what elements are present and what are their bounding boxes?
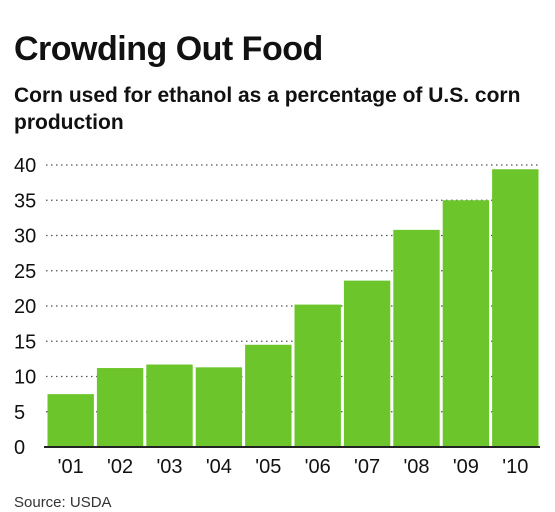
chart-subtitle: Corn used for ethanol as a percentage of… <box>14 84 521 134</box>
chart-title: Crowding Out Food <box>14 30 323 68</box>
bar <box>47 394 94 447</box>
x-tick-label: '02 <box>107 456 133 478</box>
bars <box>47 169 539 448</box>
bar <box>492 169 539 448</box>
y-tick-label: 20 <box>14 296 36 318</box>
y-tick-label: 40 <box>14 155 36 177</box>
y-tick-label: 15 <box>14 331 36 353</box>
y-tick-label: 10 <box>14 367 36 389</box>
x-tick-label: '06 <box>305 456 331 478</box>
x-tick-label: '03 <box>156 456 182 478</box>
x-tick-label: '10 <box>502 456 528 478</box>
bar <box>146 364 193 447</box>
y-tick-label: 30 <box>14 226 36 248</box>
y-tick-labels: 0 5 10 15 20 25 30 35 40 <box>14 155 36 459</box>
x-tick-label: '05 <box>255 456 281 478</box>
x-tick-label: '09 <box>453 456 479 478</box>
y-tick-label: 0 <box>14 437 25 459</box>
x-tick-label: '08 <box>403 456 429 478</box>
bar <box>245 344 292 447</box>
y-tick-label: 5 <box>14 402 25 424</box>
y-tick-label: 25 <box>14 261 36 283</box>
y-tick-label: 35 <box>14 190 36 212</box>
x-tick-label: '07 <box>354 456 380 478</box>
bar <box>343 280 391 447</box>
bar <box>393 229 440 447</box>
bar <box>195 367 243 447</box>
x-tick-label: '04 <box>206 456 232 478</box>
bar <box>96 368 144 447</box>
source-note: Source: USDA <box>14 494 112 511</box>
bar <box>294 304 341 447</box>
x-tick-label: '01 <box>58 456 84 478</box>
x-tick-labels: '01 '02 '03 '04 '05 '06 '07 '08 '09 '10 <box>58 456 529 478</box>
bar <box>442 200 490 447</box>
